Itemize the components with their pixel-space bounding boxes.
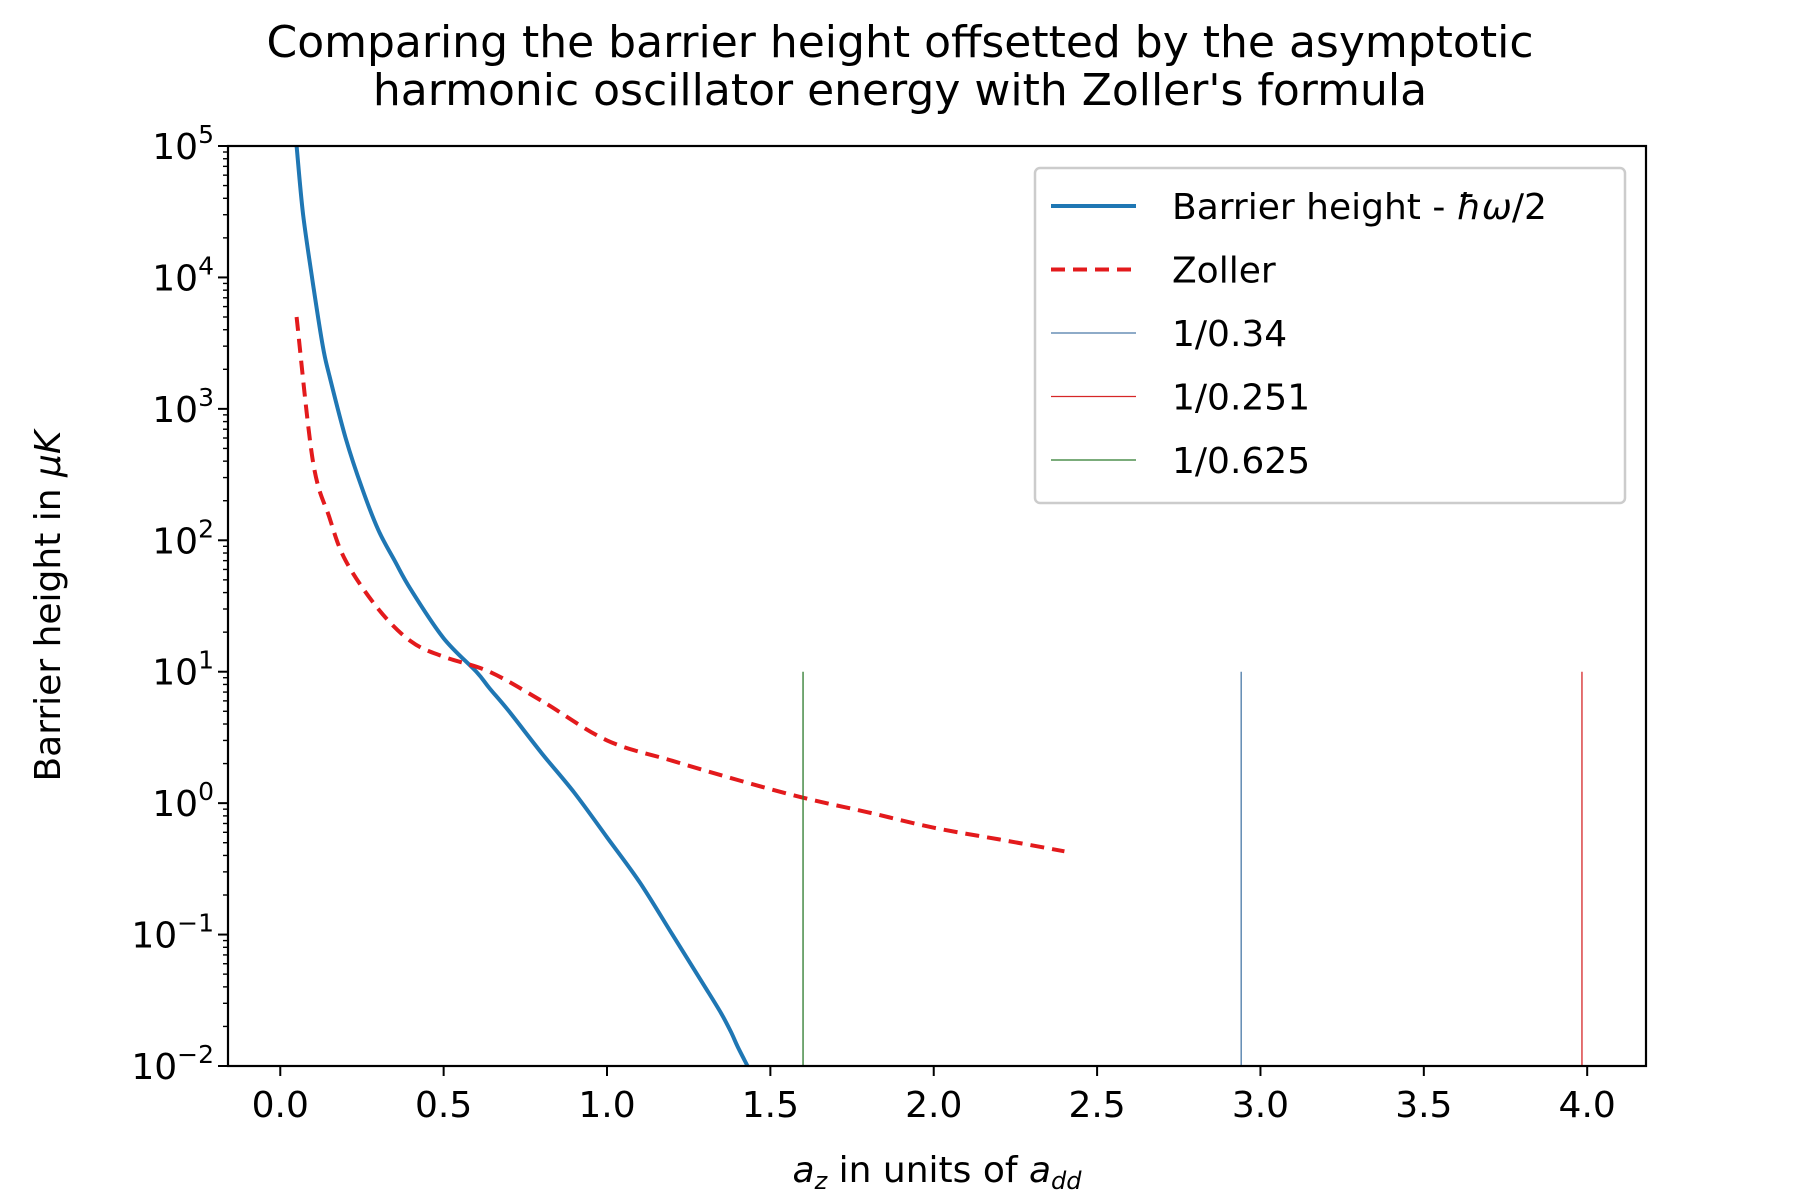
x-tick-label: 2.0 <box>905 1085 962 1126</box>
y-tick-label: 101 <box>152 646 214 694</box>
vlines-layer <box>802 671 1583 1066</box>
series-line-barrier-height-2 <box>294 145 750 1067</box>
chart-title-line-2: harmonic oscillator energy with Zoller's… <box>372 65 1428 116</box>
plot-frame <box>226 144 1648 1068</box>
legend: Barrier height - ħω/2 Zoller 1/0.34 1/0.251… <box>1033 166 1627 505</box>
legend-label: 1/0.251 <box>1172 378 1310 419</box>
x-tick-label: 4.0 <box>1559 1085 1616 1126</box>
y-tick-label: 10−1 <box>131 909 214 957</box>
y-tick-label: 103 <box>152 383 214 431</box>
x-axis-label: az in units of add <box>793 1150 1083 1195</box>
series-line-zoller <box>294 316 1065 854</box>
y-tick-label: 104 <box>152 251 214 299</box>
series-layer <box>294 145 1065 1067</box>
chart-title-line-1: Comparing the barrier height offsetted b… <box>266 17 1534 68</box>
x-tick-label: 2.5 <box>1068 1085 1125 1126</box>
x-tick-label: 1.5 <box>742 1085 799 1126</box>
y-tick-label: 100 <box>152 777 214 825</box>
y-axis-label: Barrier height in μK <box>28 428 69 781</box>
legend-box <box>1033 166 1627 505</box>
legend-label: Barrier height - ħω/2 <box>1172 187 1547 228</box>
x-tick-label: 0.0 <box>252 1085 309 1126</box>
x-tick-label: 0.5 <box>415 1085 472 1126</box>
y-tick-label: 10−2 <box>131 1040 214 1088</box>
x-tick-label: 3.5 <box>1395 1085 1452 1126</box>
legend-label: 1/0.34 <box>1172 314 1287 355</box>
x-tick-label: 1.0 <box>578 1085 635 1126</box>
y-tick-label: 105 <box>152 120 214 168</box>
legend-label: 1/0.625 <box>1172 441 1310 482</box>
x-tick-label: 3.0 <box>1232 1085 1289 1126</box>
legend-label: Zoller <box>1172 251 1276 292</box>
y-tick-label: 102 <box>152 514 214 562</box>
